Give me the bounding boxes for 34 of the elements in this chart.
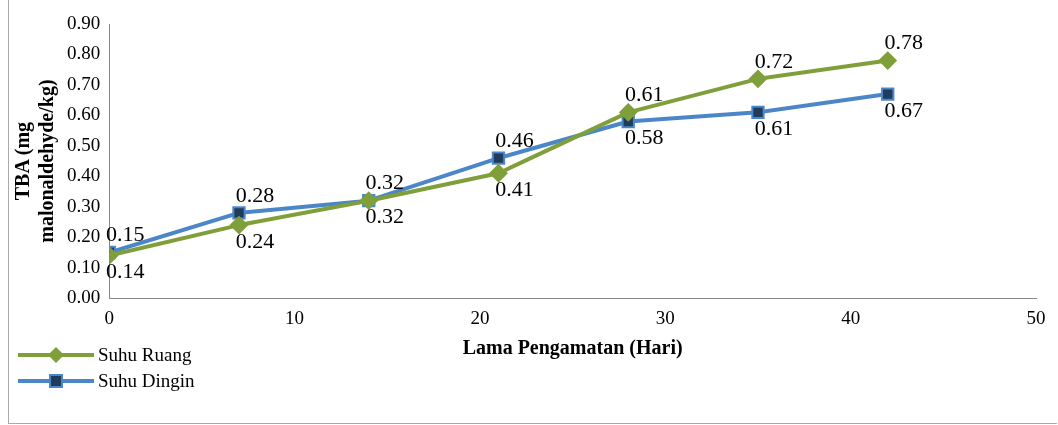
data-label: 0.14 (106, 258, 145, 284)
x-axis-title: Lama Pengamatan (Hari) (462, 336, 683, 360)
y-tick-label: 0.00 (67, 286, 101, 308)
data-label: 0.41 (495, 176, 534, 202)
x-tick-label: 20 (470, 306, 490, 328)
data-label: 0.46 (495, 126, 534, 152)
data-label: 0.32 (365, 203, 404, 229)
data-label: 0.61 (754, 115, 794, 141)
y-tick-label: 0.10 (67, 255, 101, 277)
data-label: 0.72 (754, 47, 794, 73)
x-tick-label: 0 (104, 306, 114, 328)
x-tick-label: 50 (1026, 306, 1046, 328)
y-tick-label: 0.70 (67, 72, 101, 94)
y-tick-label: 0.90 (67, 11, 101, 33)
x-tick-label: 10 (285, 306, 305, 328)
data-label: 0.24 (235, 227, 275, 253)
data-label: 0.78 (884, 29, 923, 55)
y-tick-label: 0.50 (67, 133, 101, 155)
data-label: 0.32 (365, 169, 404, 195)
legend-label: Suhu Ruang (98, 344, 192, 366)
data-label: 0.15 (106, 221, 145, 247)
y-tick-label: 0.40 (67, 164, 101, 186)
y-axis-title: TBA (mg malonaldehyde/kg) (11, 79, 59, 243)
x-tick-label: 30 (655, 306, 675, 328)
data-label: 0.67 (884, 96, 923, 122)
legend-label: Suhu Dingin (98, 370, 195, 392)
y-tick-label: 0.30 (67, 194, 101, 216)
y-tick-label: 0.20 (67, 225, 101, 247)
data-label: 0.28 (235, 181, 275, 207)
y-tick-label: 0.60 (67, 103, 101, 125)
x-tick-label: 40 (841, 306, 861, 328)
data-label: 0.61 (624, 81, 664, 107)
data-label: 0.58 (624, 124, 664, 150)
y-tick-label: 0.80 (67, 42, 101, 64)
